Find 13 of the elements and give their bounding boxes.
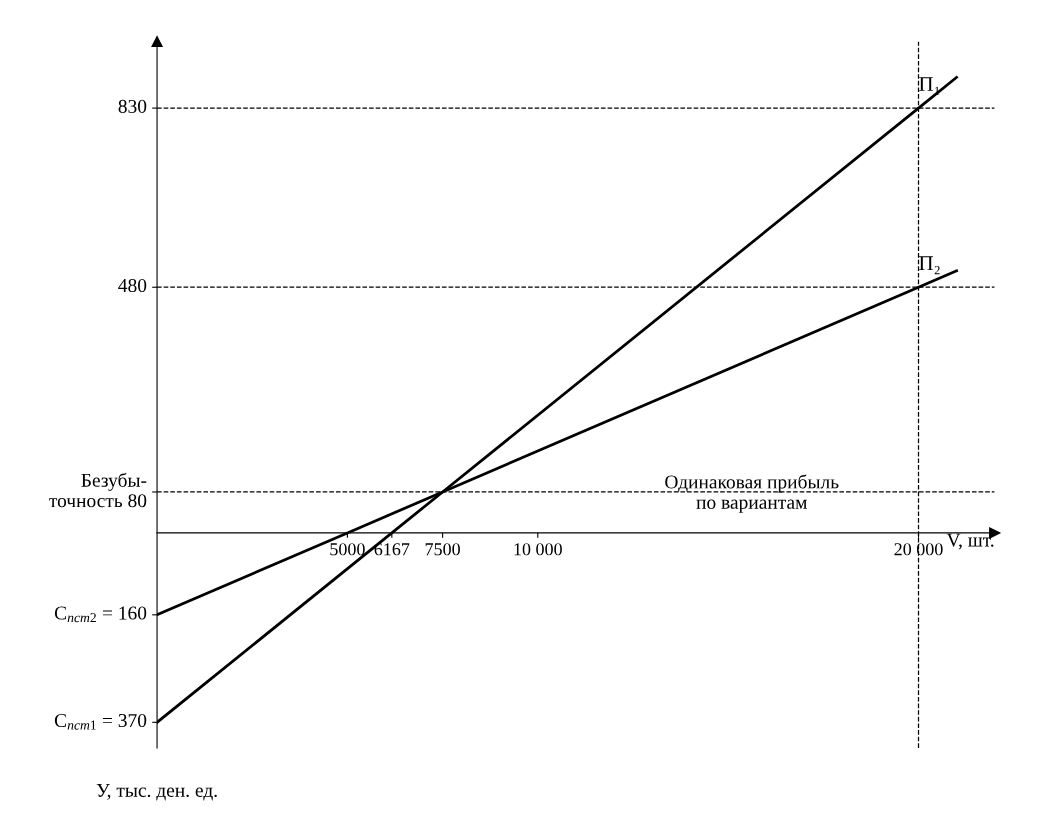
x-tick-label: 10 000: [514, 543, 562, 556]
x-tick-label: 5000: [330, 543, 365, 556]
y-tick-label: C$_{пст2}$ = 160: [54, 606, 147, 623]
y-tick-label: 480: [118, 278, 147, 293]
series-label: П₁: [919, 77, 940, 96]
x-tick-label: 7500: [425, 543, 460, 556]
annotation: Одинаковая прибыль по вариантам: [665, 474, 839, 513]
y-tick-label: C$_{пст1}$ = 370: [54, 713, 147, 730]
y-tick-label: Безубы- точность 80: [49, 472, 147, 508]
y-axis-title: У, тыс. ден. ед.: [96, 783, 217, 801]
x-axis-title: V, шт.: [946, 533, 994, 550]
series-label: П₂: [919, 256, 940, 275]
y-tick-label: 830: [118, 99, 147, 113]
